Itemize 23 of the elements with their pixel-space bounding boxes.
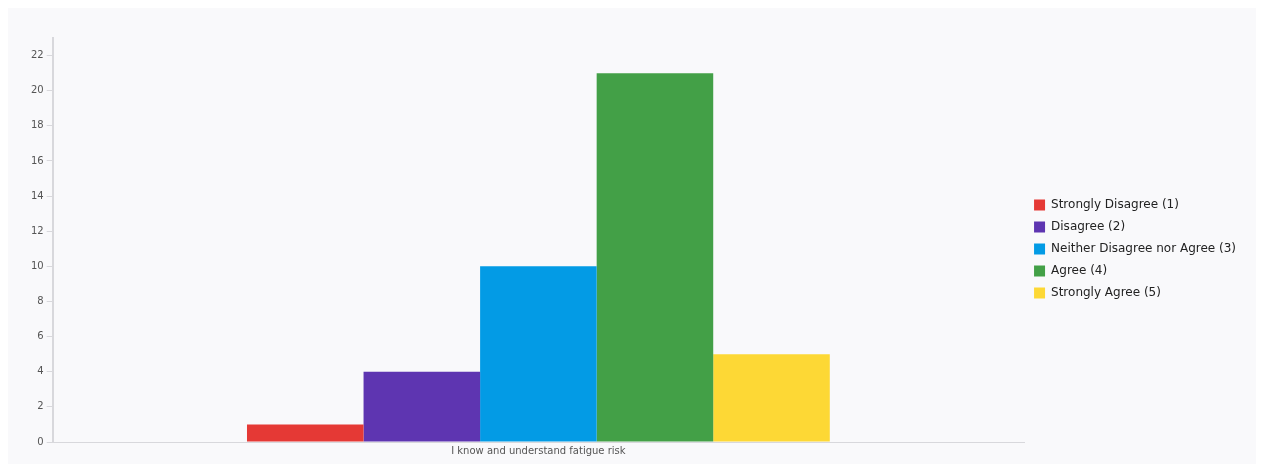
bar xyxy=(363,371,481,442)
legend-label: Disagree (2) xyxy=(1051,219,1126,234)
bar xyxy=(480,266,597,442)
y-tick-label: 10 xyxy=(30,259,44,271)
y-tick-label: 0 xyxy=(37,435,44,447)
y-tick-label: 4 xyxy=(37,365,44,377)
y-tick-label: 12 xyxy=(30,224,44,236)
bar xyxy=(596,73,714,442)
y-tick-label: 14 xyxy=(30,189,44,201)
x-tick-label: I know and understand fatigue risk xyxy=(451,444,626,456)
y-tick-label: 2 xyxy=(37,400,44,412)
y-tick-label: 20 xyxy=(30,84,44,96)
legend-label: Neither Disagree nor Agree (3) xyxy=(1051,241,1236,256)
bar xyxy=(246,424,364,442)
y-tick-label: 22 xyxy=(30,49,44,61)
y-tick-label: 8 xyxy=(37,295,44,307)
y-tick-label: 6 xyxy=(37,330,44,342)
y-tick-label: 16 xyxy=(30,154,44,166)
legend-label: Strongly Disagree (1) xyxy=(1051,197,1179,212)
legend-label: Strongly Agree (5) xyxy=(1051,285,1161,300)
y-tick-label: 18 xyxy=(30,119,44,131)
legend-label: Agree (4) xyxy=(1051,263,1108,278)
bar xyxy=(713,354,830,442)
